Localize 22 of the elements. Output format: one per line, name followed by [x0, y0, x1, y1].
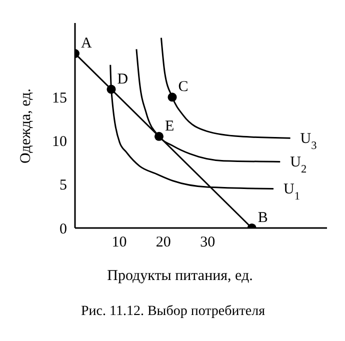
line-series	[160, 37, 292, 139]
series-label: U$_{1}$	[284, 182, 300, 203]
point	[106, 84, 116, 94]
series-label: U$_{3}$	[300, 131, 318, 152]
y-tick-label: 5	[60, 178, 67, 194]
x-tick-label: 20	[156, 234, 171, 251]
annotation: D	[117, 71, 128, 88]
point	[168, 92, 177, 102]
annotation: B	[258, 210, 268, 226]
annotation: E	[165, 118, 174, 134]
y-tick-label: 10	[52, 134, 67, 150]
annotation: C	[178, 79, 188, 96]
x-axis-title: Продукты питания, ед.	[107, 268, 253, 284]
y-axis-title: Одежда, ед.	[18, 88, 34, 164]
series-label: U$_{2}$	[290, 154, 307, 176]
y-tick-label: 0	[60, 221, 67, 238]
y-tick-label: 15	[52, 90, 67, 106]
x-tick-label: 30	[200, 234, 216, 251]
text: Рис. 11.12. Выбор потребителя	[80, 304, 266, 319]
annotation: A	[81, 36, 92, 52]
x-tick-label: 10	[112, 234, 127, 251]
point	[154, 132, 164, 141]
